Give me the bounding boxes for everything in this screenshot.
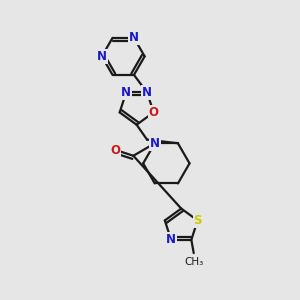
Text: N: N [129, 31, 139, 44]
Text: N: N [150, 137, 160, 150]
Text: O: O [148, 106, 159, 119]
Text: S: S [194, 214, 202, 227]
Text: O: O [110, 144, 121, 157]
Text: N: N [142, 86, 152, 99]
Text: N: N [97, 50, 107, 63]
Text: N: N [121, 86, 131, 99]
Text: CH₃: CH₃ [184, 257, 203, 267]
Text: N: N [166, 233, 176, 246]
